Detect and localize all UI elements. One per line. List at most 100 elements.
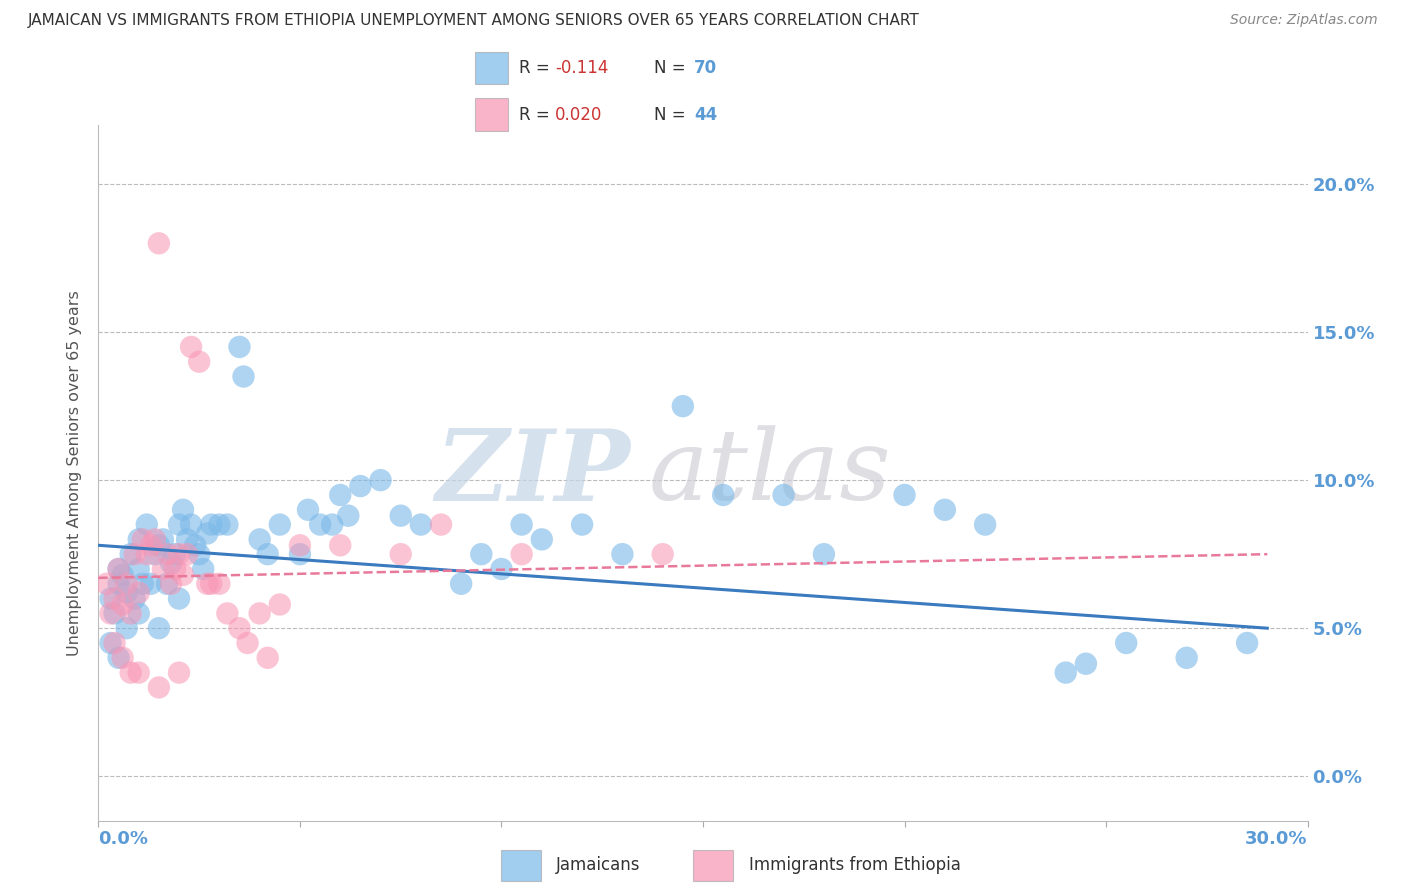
- Point: [200, 576, 222, 591]
- Point: [571, 517, 593, 532]
- Point: [167, 591, 190, 606]
- Point: [103, 607, 125, 621]
- Point: [236, 636, 259, 650]
- Point: [349, 479, 371, 493]
- Point: [148, 681, 170, 695]
- Point: [139, 576, 162, 591]
- Point: [96, 576, 118, 591]
- Bar: [501, 849, 541, 881]
- Point: [172, 502, 194, 516]
- Point: [530, 533, 553, 547]
- Point: [208, 576, 231, 591]
- Point: [256, 547, 278, 561]
- Point: [269, 598, 291, 612]
- Point: [135, 547, 157, 561]
- Text: ZIP: ZIP: [436, 425, 630, 521]
- Point: [143, 547, 166, 561]
- Text: atlas: atlas: [648, 425, 891, 520]
- Point: [115, 585, 138, 599]
- Point: [128, 665, 150, 680]
- Point: [115, 621, 138, 635]
- Point: [107, 562, 129, 576]
- Point: [148, 538, 170, 552]
- Point: [111, 598, 134, 612]
- Point: [389, 508, 412, 523]
- Point: [103, 636, 125, 650]
- Text: N =: N =: [654, 59, 690, 77]
- Point: [160, 576, 183, 591]
- Point: [1175, 650, 1198, 665]
- Point: [1054, 665, 1077, 680]
- Text: 44: 44: [695, 106, 717, 124]
- Point: [176, 547, 198, 561]
- Point: [180, 517, 202, 532]
- Point: [321, 517, 343, 532]
- Point: [256, 650, 278, 665]
- Point: [103, 591, 125, 606]
- Text: 0.0%: 0.0%: [98, 830, 149, 847]
- Point: [309, 517, 332, 532]
- Point: [269, 517, 291, 532]
- Text: 0.020: 0.020: [555, 106, 603, 124]
- Text: Jamaicans: Jamaicans: [557, 856, 641, 874]
- Point: [772, 488, 794, 502]
- Point: [124, 591, 146, 606]
- Text: R =: R =: [519, 106, 555, 124]
- Point: [188, 547, 211, 561]
- Bar: [475, 98, 508, 131]
- Point: [167, 517, 190, 532]
- Point: [389, 547, 412, 561]
- Point: [1074, 657, 1097, 671]
- Text: 30.0%: 30.0%: [1246, 830, 1308, 847]
- Point: [612, 547, 634, 561]
- Point: [107, 576, 129, 591]
- Point: [228, 621, 250, 635]
- Point: [329, 488, 352, 502]
- Point: [167, 547, 190, 561]
- Point: [163, 562, 186, 576]
- Point: [934, 502, 956, 516]
- Point: [148, 621, 170, 635]
- Point: [288, 538, 311, 552]
- Y-axis label: Unemployment Among Seniors over 65 years: Unemployment Among Seniors over 65 years: [67, 290, 83, 656]
- Point: [111, 568, 134, 582]
- Point: [370, 473, 392, 487]
- Point: [651, 547, 673, 561]
- Point: [195, 576, 218, 591]
- Point: [152, 533, 174, 547]
- Point: [288, 547, 311, 561]
- Point: [167, 665, 190, 680]
- Point: [337, 508, 360, 523]
- Point: [176, 533, 198, 547]
- Point: [510, 517, 533, 532]
- Point: [297, 502, 319, 516]
- Point: [249, 607, 271, 621]
- Point: [180, 340, 202, 354]
- Point: [100, 591, 122, 606]
- Text: Source: ZipAtlas.com: Source: ZipAtlas.com: [1230, 13, 1378, 28]
- Point: [217, 607, 239, 621]
- Point: [1115, 636, 1137, 650]
- Point: [135, 517, 157, 532]
- Point: [711, 488, 734, 502]
- Point: [208, 517, 231, 532]
- Point: [132, 533, 155, 547]
- Point: [156, 547, 179, 561]
- Point: [188, 355, 211, 369]
- Point: [195, 526, 218, 541]
- Point: [120, 547, 142, 561]
- Point: [510, 547, 533, 561]
- Point: [111, 650, 134, 665]
- Text: N =: N =: [654, 106, 690, 124]
- Point: [107, 562, 129, 576]
- Point: [156, 576, 179, 591]
- Point: [184, 538, 207, 552]
- Point: [974, 517, 997, 532]
- Point: [672, 399, 695, 413]
- Point: [228, 340, 250, 354]
- Point: [172, 568, 194, 582]
- Point: [128, 585, 150, 599]
- Point: [100, 636, 122, 650]
- Point: [217, 517, 239, 532]
- Point: [124, 547, 146, 561]
